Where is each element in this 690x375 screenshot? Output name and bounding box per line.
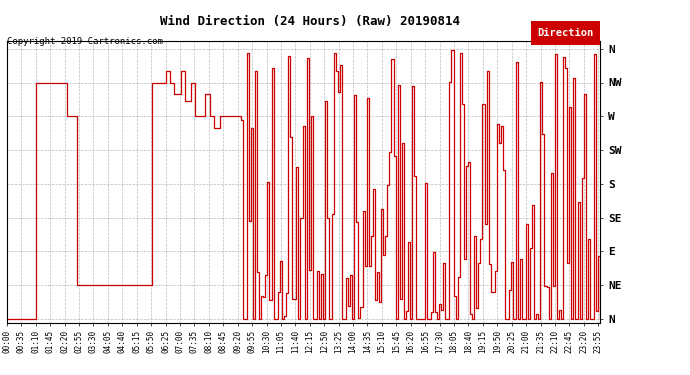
Text: Copyright 2019 Cartronics.com: Copyright 2019 Cartronics.com [7, 38, 163, 46]
Text: Direction: Direction [538, 28, 594, 38]
Text: Wind Direction (24 Hours) (Raw) 20190814: Wind Direction (24 Hours) (Raw) 20190814 [161, 15, 460, 28]
